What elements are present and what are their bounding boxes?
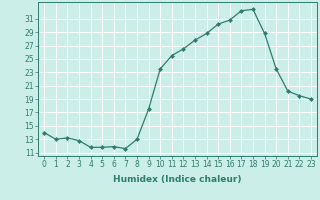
X-axis label: Humidex (Indice chaleur): Humidex (Indice chaleur) <box>113 175 242 184</box>
